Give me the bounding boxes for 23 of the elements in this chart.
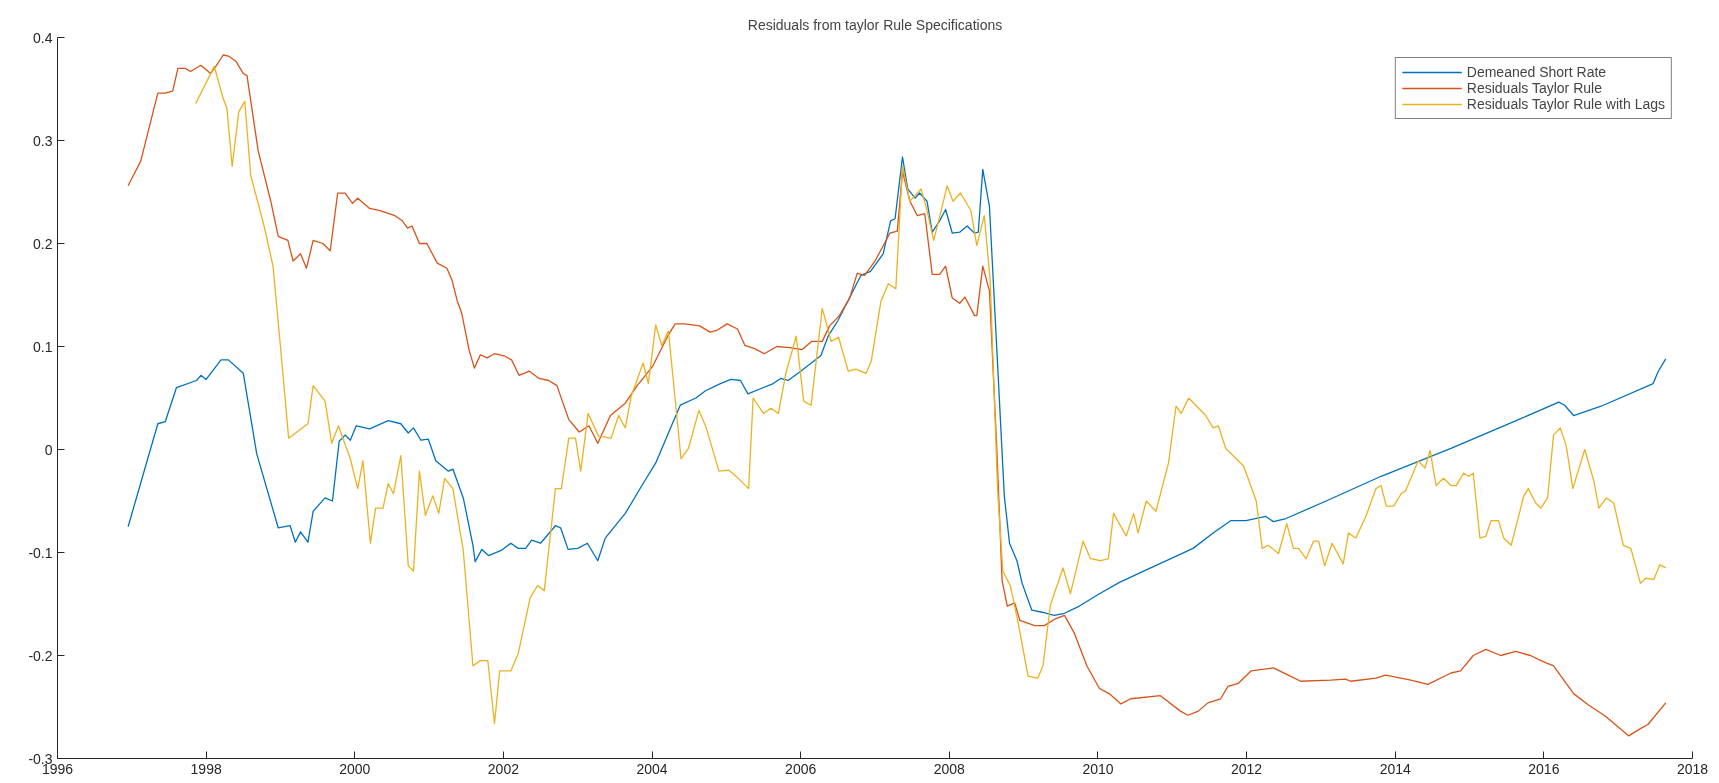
- y-tick-label: 0.3: [33, 132, 53, 149]
- y-tick-label: 0.2: [33, 235, 53, 252]
- x-tick-label: 2016: [1528, 760, 1560, 777]
- x-tick-label: 2000: [339, 760, 371, 777]
- legend-label: Residuals Taylor Rule: [1466, 80, 1602, 96]
- x-tick-label: 2006: [785, 760, 817, 777]
- x-tick-label: 2008: [933, 760, 966, 777]
- y-tick-label: 0.4: [33, 29, 53, 46]
- x-tick-label: 2012: [1231, 760, 1263, 777]
- x-tick-label: 2002: [487, 760, 520, 777]
- y-tick-label: -0.1: [28, 544, 53, 561]
- y-tick-label: 0.1: [33, 338, 53, 355]
- line-series: [127, 156, 1667, 616]
- x-tick-label: 1998: [190, 760, 222, 777]
- x-tick-label: 2010: [1082, 760, 1114, 777]
- y-tick-label: -0.2: [28, 647, 53, 664]
- legend-label: Demeaned Short Rate: [1466, 64, 1607, 80]
- x-tick-label: 2004: [636, 760, 668, 777]
- x-tick-label: 2018: [1676, 760, 1709, 777]
- x-tick-label: 2014: [1379, 760, 1412, 777]
- chart-title: Residuals from taylor Rule Specifications: [747, 16, 1003, 33]
- y-tick-label: 0: [44, 441, 53, 458]
- legend-label: Residuals Taylor Rule with Lags: [1466, 96, 1665, 112]
